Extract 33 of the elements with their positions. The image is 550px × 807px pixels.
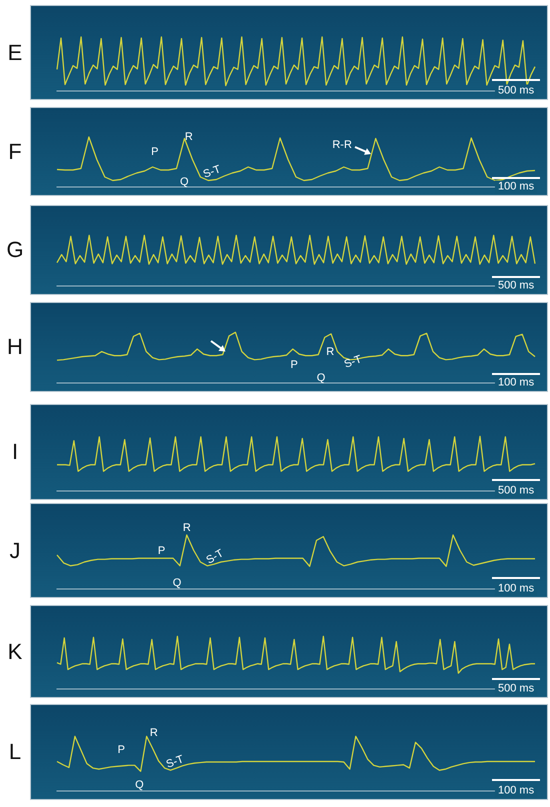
annotation: S-T [201,164,222,182]
annotation: R [326,346,334,358]
chart-title: I [10,439,20,465]
annotation: R-R [332,138,352,151]
annotation: P [290,358,298,371]
annotation: 500 ms [494,682,538,696]
annotation: P [158,544,166,556]
text: R [182,522,191,534]
chart-title: F [7,138,23,164]
annotation: P [118,744,125,756]
annotation: 100 ms [494,582,538,596]
annotation: S-T [204,547,226,567]
annotation: 500 ms [494,484,538,498]
chart-title: K [6,638,24,664]
chart-title: L [8,739,22,765]
annotation: 100 ms [494,376,538,390]
annotation: P [151,146,158,158]
annotation: R [150,727,158,740]
annotation: R [184,130,193,143]
annotation: 500 ms [494,84,538,98]
annotation: 500 ms [494,280,538,293]
annotation: S-T [342,353,364,371]
annotation: Q [180,176,189,188]
annotation: 100 ms [494,784,538,798]
chart-title: J [8,538,22,564]
annotation: Q [135,778,144,791]
annotation: Q [172,577,182,590]
annotation: 100 ms [494,180,538,194]
annotation: S-T [165,754,186,771]
chart-title: H [6,334,24,360]
chart-title: E [6,40,24,66]
chart-title: G [5,237,25,263]
annotation: Q [316,372,326,384]
